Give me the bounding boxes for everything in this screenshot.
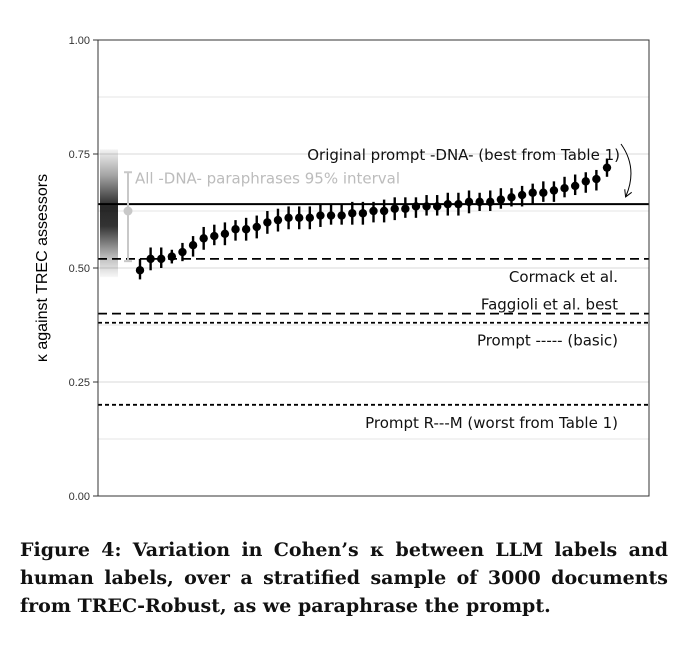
interval-mean-point	[123, 206, 133, 216]
data-point	[581, 177, 590, 186]
y-tick-label: 0.00	[69, 491, 90, 503]
data-point	[432, 202, 442, 211]
figure-caption: Figure 4: Variation in Cohen’s κ between…	[20, 539, 668, 617]
reference-line-label: Prompt ----- (basic)	[477, 332, 618, 350]
data-point	[602, 163, 612, 172]
data-point	[167, 252, 177, 261]
reference-line-label: Cormack et al.	[509, 268, 618, 286]
data-point	[337, 211, 346, 220]
data-point	[188, 241, 198, 250]
data-point	[401, 204, 410, 213]
data-point	[517, 190, 527, 200]
paraphrase-distribution	[100, 149, 118, 278]
reference-line-label: Faggioli et al. best	[481, 296, 618, 314]
data-point	[263, 218, 272, 227]
data-point	[305, 213, 315, 223]
data-point	[454, 199, 463, 209]
data-point	[369, 206, 378, 216]
data-point	[549, 186, 559, 195]
data-point	[592, 174, 601, 184]
data-point	[146, 254, 155, 264]
data-point	[210, 231, 219, 241]
data-point	[358, 209, 368, 218]
data-point	[443, 199, 452, 209]
data-point	[295, 213, 304, 223]
data-point	[390, 204, 399, 213]
y-axis-label: κ against TREC assessors	[34, 174, 51, 362]
y-tick-label: 0.50	[69, 263, 90, 275]
y-tick-label: 0.25	[69, 377, 90, 389]
data-point	[241, 225, 251, 234]
data-point	[539, 188, 548, 197]
data-point	[284, 213, 293, 223]
y-tick-label: 0.75	[69, 149, 90, 161]
data-point	[507, 193, 516, 202]
data-point	[316, 211, 325, 220]
data-point	[464, 197, 474, 207]
y-tick-label: 1.00	[69, 35, 90, 47]
data-point	[486, 197, 495, 207]
data-point	[475, 197, 484, 207]
data-point	[157, 254, 166, 264]
data-point	[220, 229, 230, 238]
interval-label: All -DNA- paraphrases 95% interval	[135, 170, 400, 188]
data-point	[348, 209, 357, 218]
data-point	[326, 211, 336, 220]
data-point	[570, 181, 580, 191]
data-points	[135, 158, 612, 280]
data-point	[379, 206, 389, 216]
data-point	[422, 202, 431, 211]
y-axis: 0.00 0.25 0.50 0.75 1.00	[69, 35, 650, 503]
data-point	[178, 247, 187, 257]
reference-line-label: Original prompt -DNA- (best from Table 1…	[307, 146, 620, 164]
data-point	[252, 222, 261, 232]
data-point	[560, 184, 569, 193]
reference-lines: Original prompt -DNA- (best from Table 1…	[98, 143, 649, 432]
data-point	[528, 188, 537, 197]
paraphrase-interval: All -DNA- paraphrases 95% interval	[100, 149, 400, 278]
data-point	[135, 266, 145, 275]
chart-area: Original prompt -DNA- (best from Table 1…	[34, 35, 650, 503]
data-point	[199, 234, 208, 243]
data-point	[496, 195, 506, 204]
kappa-chart: Original prompt -DNA- (best from Table 1…	[34, 35, 650, 503]
data-point	[231, 225, 240, 234]
reference-line-label: Prompt R---M (worst from Table 1)	[365, 414, 618, 432]
data-point	[273, 215, 283, 225]
data-point	[411, 202, 421, 211]
annotation-arrow	[620, 143, 631, 196]
